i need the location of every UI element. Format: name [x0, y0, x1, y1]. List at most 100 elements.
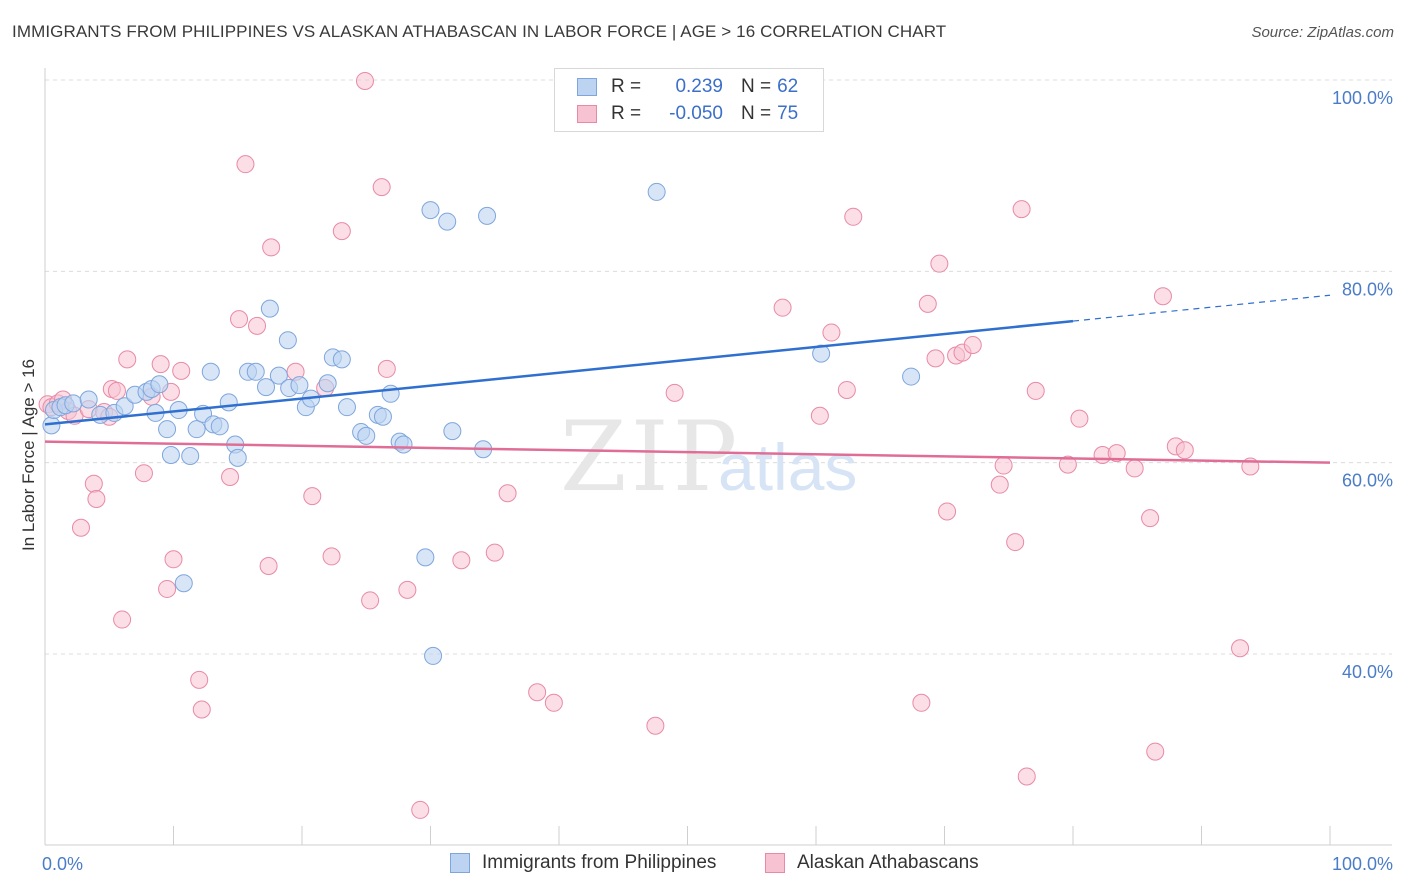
- data-point-athabascan: [372, 178, 391, 197]
- data-point-philippines: [201, 362, 220, 381]
- data-point-athabascan: [1107, 444, 1126, 463]
- data-point-athabascan: [262, 238, 281, 257]
- data-point-philippines: [290, 376, 309, 395]
- data-point-philippines: [332, 350, 351, 369]
- data-point-athabascan: [1141, 509, 1160, 528]
- data-point-philippines: [79, 390, 98, 409]
- legend-label-athabascans: Alaskan Athabascans: [797, 852, 979, 873]
- data-point-philippines: [438, 212, 457, 231]
- source-label: Source: ZipAtlas.com: [1251, 24, 1394, 41]
- data-point-philippines: [443, 422, 462, 441]
- data-point-athabascan: [485, 543, 504, 562]
- watermark: ZIP atlas: [560, 401, 857, 513]
- data-point-athabascan: [544, 693, 563, 712]
- data-point-philippines: [416, 548, 435, 567]
- data-point-athabascan: [926, 349, 945, 368]
- legend-row-blue: R = 0.239 N = 62: [577, 74, 798, 100]
- data-point-athabascan: [646, 716, 665, 735]
- data-point-philippines: [424, 646, 443, 665]
- data-point-philippines: [187, 420, 206, 439]
- data-point-athabascan: [452, 551, 471, 570]
- legend-r-label: R =: [611, 76, 642, 97]
- data-point-athabascan: [1153, 287, 1172, 306]
- data-point-athabascan: [303, 487, 322, 506]
- data-point-athabascan: [1012, 200, 1031, 219]
- data-point-athabascan: [963, 335, 982, 354]
- data-point-philippines: [158, 420, 177, 439]
- data-point-athabascan: [1125, 459, 1144, 478]
- legend-item-philippines[interactable]: Immigrants from Philippines: [450, 852, 716, 874]
- data-point-athabascan: [528, 683, 547, 702]
- data-point-athabascan: [192, 700, 211, 719]
- trend-line-philippines-extension: [1072, 294, 1331, 322]
- series-immigrants-philippines: [42, 182, 921, 665]
- data-point-athabascan: [248, 316, 267, 335]
- data-point-athabascan: [151, 355, 170, 374]
- data-point-philippines: [421, 201, 440, 220]
- data-point-athabascan: [1026, 381, 1045, 400]
- y-tick-label: 60.0%: [1342, 471, 1393, 491]
- axes: [44, 68, 1392, 846]
- legend-swatch-pink: [765, 853, 785, 873]
- data-point-athabascan: [84, 474, 103, 493]
- data-point-athabascan: [990, 475, 1009, 494]
- data-point-philippines: [257, 378, 276, 397]
- data-point-philippines: [373, 407, 392, 426]
- data-point-athabascan: [1175, 441, 1194, 460]
- data-point-athabascan: [164, 550, 183, 569]
- data-point-philippines: [357, 426, 376, 445]
- data-point-athabascan: [994, 456, 1013, 475]
- data-point-philippines: [64, 394, 83, 413]
- data-point-athabascan: [107, 381, 126, 400]
- tick-labels: 100.0% 80.0% 60.0% 40.0% 0.0% 100.0%: [42, 88, 1393, 874]
- data-point-athabascan: [172, 361, 191, 380]
- legend-row-pink: R = -0.050 N = 75: [577, 101, 798, 127]
- data-point-philippines: [269, 366, 288, 385]
- data-point-philippines: [210, 417, 229, 436]
- data-point-philippines: [150, 375, 169, 394]
- data-point-athabascan: [221, 468, 240, 487]
- x-tick-label: 100.0%: [1332, 854, 1393, 874]
- data-point-philippines: [219, 393, 238, 412]
- legend-item-athabascans[interactable]: Alaskan Athabascans: [765, 852, 979, 874]
- legend-swatch-blue: [577, 78, 597, 96]
- y-axis-label: In Labor Force | Age > 16: [19, 359, 38, 551]
- data-point-athabascan: [158, 579, 177, 598]
- data-point-athabascan: [411, 800, 430, 819]
- data-point-philippines: [228, 448, 247, 467]
- data-point-athabascan: [1231, 639, 1250, 658]
- data-point-philippines: [318, 374, 337, 393]
- legend-label-philippines: Immigrants from Philippines: [482, 852, 717, 873]
- data-point-athabascan: [1070, 409, 1089, 428]
- data-point-philippines: [246, 362, 265, 381]
- legend-r-value: -0.050: [669, 103, 723, 124]
- data-point-athabascan: [118, 350, 137, 369]
- data-point-athabascan: [1146, 742, 1165, 761]
- data-point-athabascan: [230, 310, 249, 329]
- data-point-philippines: [278, 331, 297, 350]
- data-point-philippines: [394, 435, 413, 454]
- y-tick-label: 80.0%: [1342, 279, 1393, 299]
- y-tick-label: 40.0%: [1342, 662, 1393, 682]
- data-point-athabascan: [844, 207, 863, 226]
- x-tick-label: 0.0%: [42, 854, 83, 874]
- data-point-athabascan: [332, 222, 351, 241]
- data-point-philippines: [161, 446, 180, 465]
- data-point-philippines: [337, 398, 356, 417]
- legend-r-value: 0.239: [675, 76, 723, 97]
- data-point-athabascan: [355, 71, 374, 90]
- data-point-athabascan: [498, 484, 517, 503]
- data-point-philippines: [174, 574, 193, 593]
- data-point-philippines: [115, 397, 134, 416]
- data-point-athabascan: [918, 294, 937, 313]
- legend-n-value: 75: [777, 103, 799, 124]
- legend-swatch-blue: [450, 853, 470, 873]
- data-point-athabascan: [1006, 533, 1025, 552]
- data-point-athabascan: [930, 254, 949, 273]
- legend-swatch-pink: [577, 105, 597, 123]
- data-point-athabascan: [134, 464, 153, 483]
- chart-title: IMMIGRANTS FROM PHILIPPINES VS ALASKAN A…: [12, 22, 947, 41]
- data-point-athabascan: [113, 610, 132, 629]
- data-point-athabascan: [665, 383, 684, 402]
